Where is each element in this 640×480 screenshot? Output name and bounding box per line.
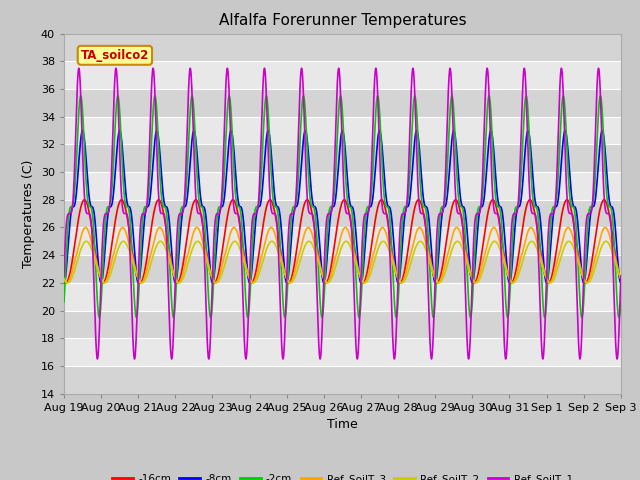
Bar <box>64 228 621 255</box>
Bar <box>64 255 621 283</box>
Bar <box>64 34 621 61</box>
Y-axis label: Temperatures (C): Temperatures (C) <box>22 159 35 268</box>
Legend: -16cm, -8cm, -2cm, Ref_SoilT_3, Ref_SoilT_2, Ref_SoilT_1: -16cm, -8cm, -2cm, Ref_SoilT_3, Ref_Soil… <box>108 470 577 480</box>
Bar <box>64 338 621 366</box>
Bar <box>64 366 621 394</box>
Bar <box>64 117 621 144</box>
Text: TA_soilco2: TA_soilco2 <box>81 49 149 62</box>
Bar <box>64 172 621 200</box>
Bar <box>64 61 621 89</box>
Bar <box>64 89 621 117</box>
Bar <box>64 200 621 228</box>
Bar <box>64 311 621 338</box>
X-axis label: Time: Time <box>327 418 358 431</box>
Bar <box>64 144 621 172</box>
Title: Alfalfa Forerunner Temperatures: Alfalfa Forerunner Temperatures <box>219 13 466 28</box>
Bar <box>64 283 621 311</box>
